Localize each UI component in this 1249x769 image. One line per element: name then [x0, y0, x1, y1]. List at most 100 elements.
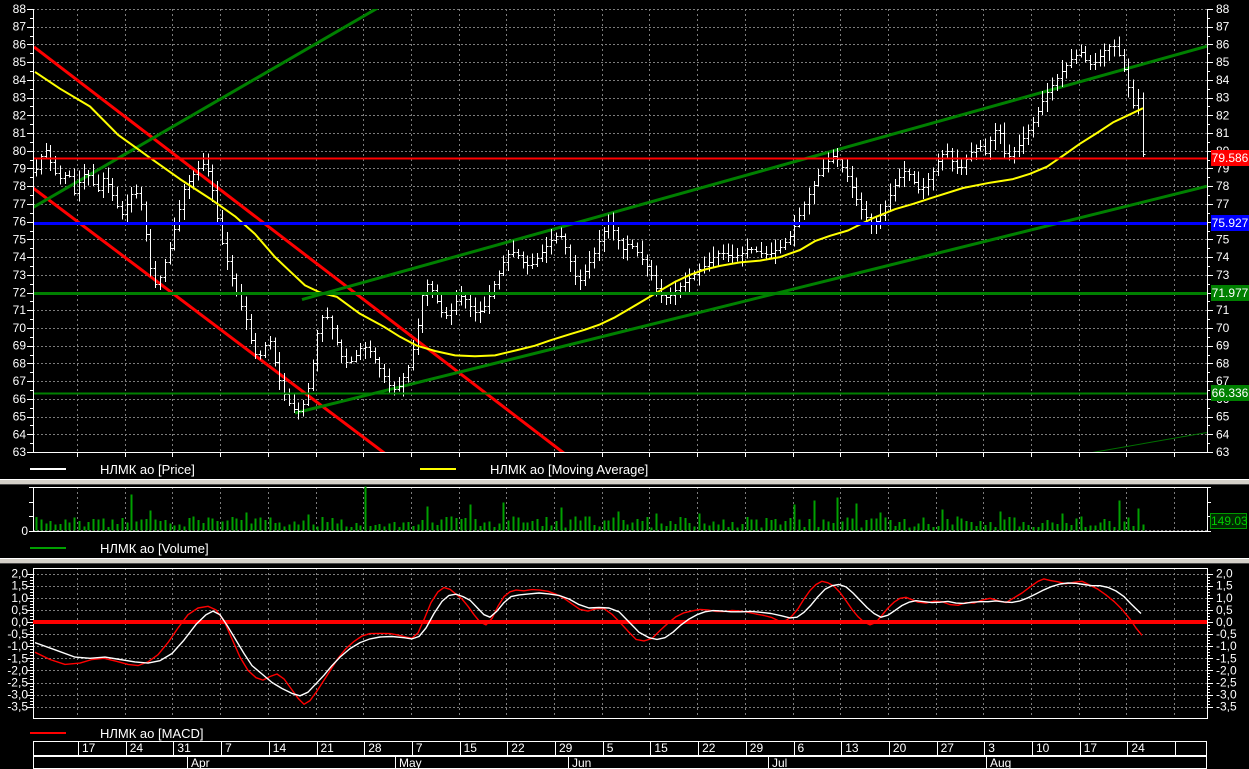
- ma-line-sample: [420, 468, 456, 470]
- price-tick-label-left: 78: [13, 179, 27, 193]
- price-tick-label-right: 69: [1216, 339, 1230, 353]
- price-axis-ticks: [27, 9, 1213, 457]
- candlestick-series: [34, 36, 1146, 420]
- date-cell: 7: [221, 742, 269, 755]
- price-tick-label-left: 75: [13, 232, 27, 246]
- price-tick-label-left: 79: [13, 161, 27, 175]
- macd-tick-label-left: -2,5: [7, 676, 28, 690]
- price-legend-label: НЛМК ао [Price]: [100, 462, 195, 477]
- date-cell: 5: [602, 742, 651, 755]
- macd-tick-label-right: -0,5: [1216, 627, 1237, 641]
- month-cell: [34, 757, 187, 768]
- date-cell: 13: [841, 742, 889, 755]
- volume-legend-label: НЛМК ао [Volume]: [100, 541, 209, 556]
- price-tick-label-left: 63: [13, 445, 27, 459]
- macd-tick-label-right: -3,5: [1216, 700, 1237, 714]
- macd-signal-line: [34, 582, 1142, 697]
- price-tick-label-left: 66: [13, 392, 27, 406]
- date-cell: 24: [125, 742, 174, 755]
- macd-tick-label-right: -1,0: [1216, 639, 1237, 653]
- macd-tick-label-left: -3,0: [7, 688, 28, 702]
- price-tick-label-left: 77: [13, 197, 27, 211]
- macd-tick-label-left: 0,5: [11, 603, 28, 617]
- date-cell: 29: [555, 742, 603, 755]
- price-tick-label-left: 73: [13, 268, 27, 282]
- price-tick-label-left: 70: [13, 321, 27, 335]
- price-tick-label-left: 68: [13, 356, 27, 370]
- price-tick-label-right: 71: [1216, 303, 1230, 317]
- date-cell: 7: [411, 742, 460, 755]
- pane-splitter[interactable]: [0, 558, 1249, 564]
- trend-line-green-uptrend-lower: [294, 184, 1207, 415]
- price-tick-label-right: 77: [1216, 197, 1230, 211]
- trend-line-green-uptrend-upper: [301, 44, 1207, 302]
- macd-tick-label-left: -0,5: [7, 627, 28, 641]
- macd-tick-label-right: -1,5: [1216, 651, 1237, 665]
- macd-tick-label-left: 2,0: [11, 567, 28, 581]
- price-line-sample: [30, 468, 66, 470]
- ma-legend-label: НЛМК ао [Moving Average]: [490, 462, 649, 477]
- price-tick-label-right: 78: [1216, 179, 1230, 193]
- date-cell: 24: [1127, 742, 1175, 755]
- price-tick-label-left: 85: [13, 55, 27, 69]
- price-tick-label-right: 87: [1216, 20, 1230, 34]
- date-cell: 6: [793, 742, 842, 755]
- date-cell: 17: [1079, 742, 1128, 755]
- trend-line-red-downtrend-upper: [33, 45, 565, 452]
- volume-axis-ticks: [29, 487, 1211, 532]
- date-cell: 10: [1032, 742, 1080, 755]
- date-cell: 14: [268, 742, 317, 755]
- price-tick-label-right: 88: [1216, 2, 1230, 16]
- price-tick-label-left: 64: [13, 427, 27, 441]
- volume-frame: [33, 487, 1208, 532]
- volume-bars: [35, 486, 1145, 531]
- price-level-badge-green-upper: 71.977: [1211, 285, 1249, 301]
- volume-legend: НЛМК ао [Volume]: [0, 540, 1249, 556]
- date-cell: 22: [698, 742, 746, 755]
- price-tick-label-right: 70: [1216, 321, 1230, 335]
- moving-average-line: [34, 71, 1144, 358]
- price-tick-label-left: 74: [13, 250, 27, 264]
- date-cell: 3: [984, 742, 1032, 755]
- volume-vgrid: [77, 487, 1175, 531]
- trend-line-green-flat-low: [1092, 432, 1207, 452]
- date-cell: 31: [173, 742, 221, 755]
- price-tick-label-right: 84: [1216, 73, 1230, 87]
- macd-tick-label-right: 1,5: [1216, 579, 1233, 593]
- price-tick-label-right: 81: [1216, 126, 1230, 140]
- date-cell: 17: [78, 742, 126, 755]
- macd-tick-label-right: -2,0: [1216, 663, 1237, 677]
- trend-line-green-uptrend-steep: [33, 9, 379, 209]
- price-tick-label-right: 83: [1216, 91, 1230, 105]
- macd-tick-label-left: -2,0: [7, 663, 28, 677]
- macd-tick-label-left: -1,0: [7, 639, 28, 653]
- volume-last-value-badge: 149.03: [1210, 513, 1248, 529]
- price-tick-label-left: 72: [13, 286, 27, 300]
- price-tick-label-right: 68: [1216, 356, 1230, 370]
- macd-tick-label-left: 1,0: [11, 591, 28, 605]
- price-tick-label-right: 75: [1216, 232, 1230, 246]
- pane-splitter[interactable]: [0, 479, 1249, 485]
- price-tick-label-left: 83: [13, 91, 27, 105]
- price-tick-label-left: 76: [13, 215, 27, 229]
- price-tick-label-right: 74: [1216, 250, 1230, 264]
- price-tick-label-right: 86: [1216, 37, 1230, 51]
- price-tick-label-left: 87: [13, 20, 27, 34]
- macd-vgrid: [77, 568, 1175, 718]
- macd-tick-label-left: -3,5: [7, 700, 28, 714]
- month-cell: Jul: [768, 757, 986, 768]
- macd-line-sample: [30, 732, 66, 734]
- trend-line-red-downtrend-lower: [33, 186, 386, 452]
- date-cell: 29: [745, 742, 794, 755]
- price-tick-label-right: 64: [1216, 427, 1230, 441]
- macd-tick-label-left: 0,0: [11, 615, 28, 629]
- price-legend: НЛМК ао [Price] НЛМК ао [Moving Average]: [0, 461, 1249, 477]
- month-cell: Apr: [187, 757, 395, 768]
- price-tick-label-right: 73: [1216, 268, 1230, 282]
- date-cell: 15: [459, 742, 508, 755]
- macd-legend-label: НЛМК ао [MACD]: [100, 726, 204, 741]
- macd-hgrid: [33, 574, 1207, 708]
- price-vgrid: [77, 9, 1175, 452]
- price-axis-frame: [33, 9, 1208, 453]
